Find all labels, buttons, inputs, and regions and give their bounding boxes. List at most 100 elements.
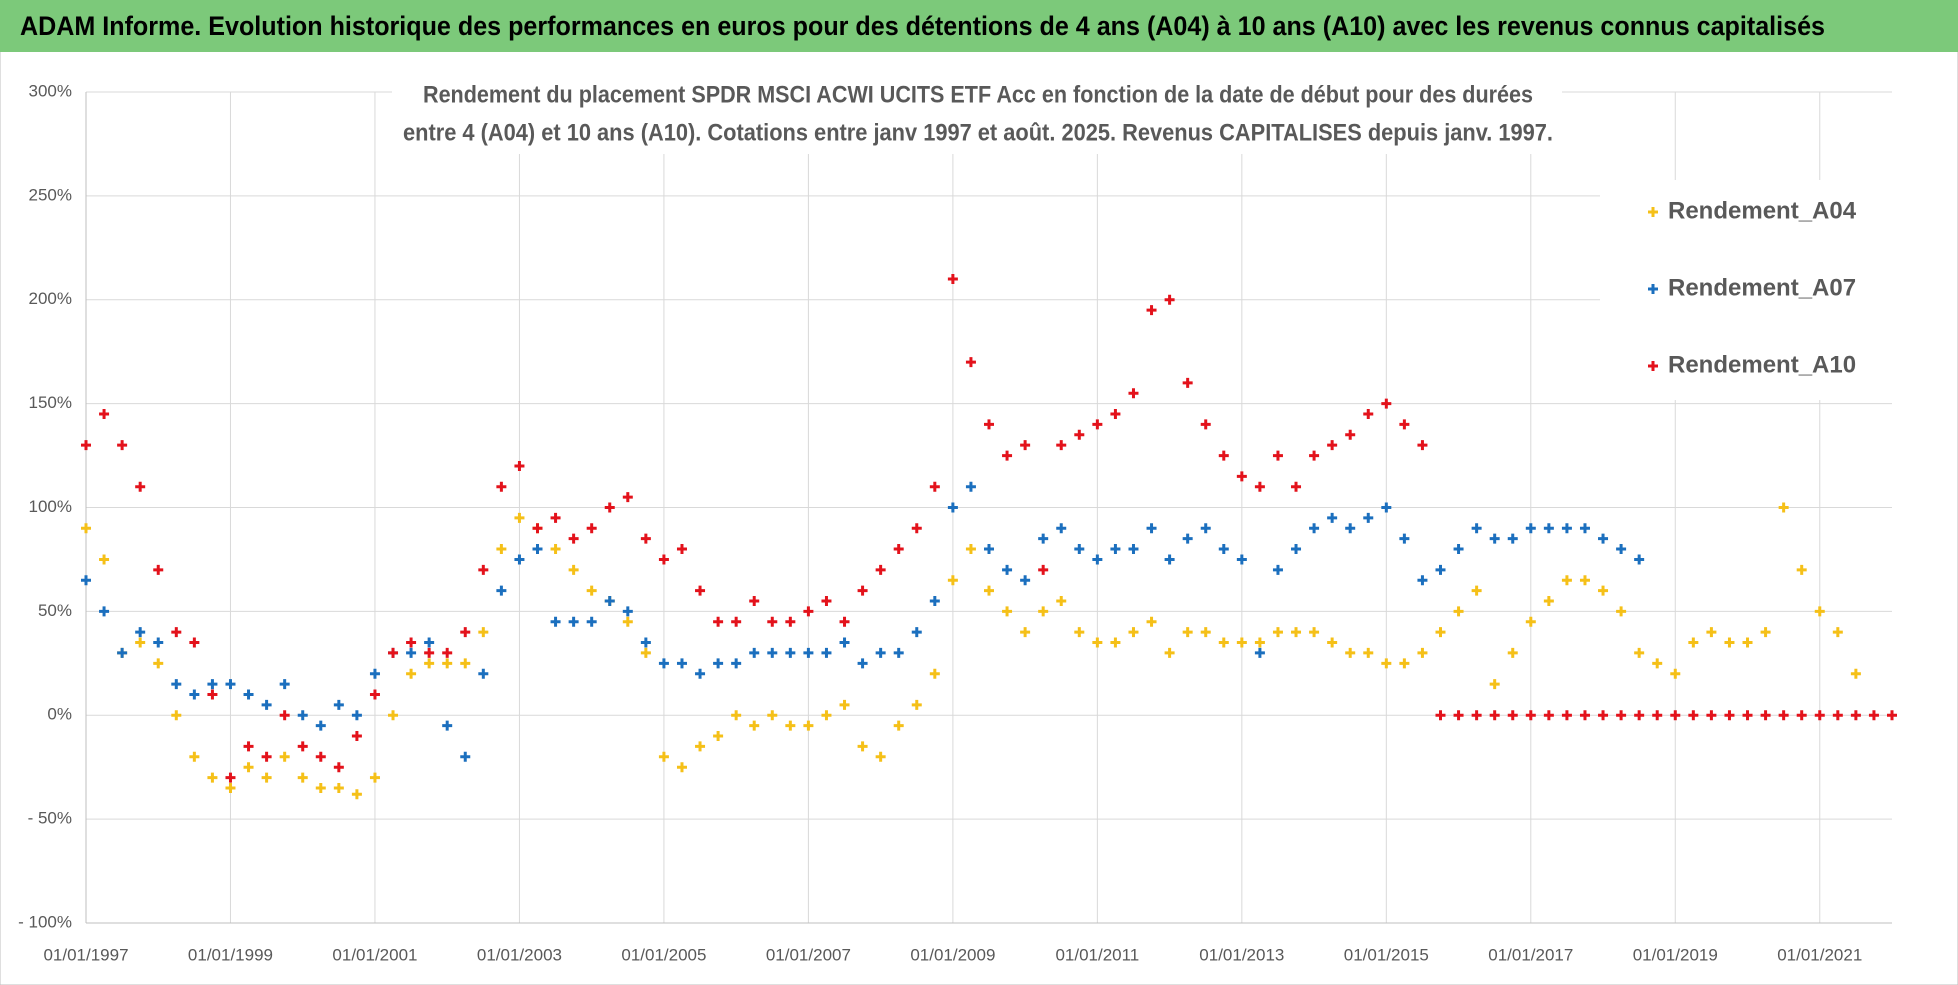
point bbox=[1652, 710, 1663, 721]
point bbox=[1724, 710, 1735, 721]
point bbox=[315, 720, 326, 731]
point bbox=[1652, 658, 1663, 669]
point bbox=[785, 647, 796, 658]
point bbox=[1760, 710, 1771, 721]
point bbox=[514, 512, 525, 523]
point bbox=[1020, 575, 1031, 586]
point bbox=[153, 637, 164, 648]
point bbox=[568, 616, 579, 627]
point bbox=[225, 772, 236, 783]
point bbox=[1218, 450, 1229, 461]
point bbox=[514, 460, 525, 471]
point bbox=[117, 647, 128, 658]
point bbox=[1814, 710, 1825, 721]
point bbox=[1634, 710, 1645, 721]
point bbox=[1706, 627, 1717, 638]
x-tick-label: 01/01/2001 bbox=[332, 945, 417, 964]
point bbox=[911, 523, 922, 534]
point bbox=[532, 544, 543, 555]
point bbox=[388, 647, 399, 658]
point bbox=[81, 523, 91, 534]
point bbox=[406, 637, 417, 648]
legend-marker bbox=[1648, 361, 1658, 371]
point bbox=[984, 544, 994, 555]
point bbox=[1417, 575, 1428, 586]
point bbox=[1778, 710, 1789, 721]
point bbox=[803, 720, 814, 731]
point bbox=[279, 710, 290, 721]
point bbox=[1525, 523, 1536, 534]
point bbox=[803, 647, 814, 658]
point bbox=[496, 544, 507, 555]
point bbox=[297, 710, 308, 721]
point bbox=[460, 658, 471, 669]
point bbox=[1832, 627, 1843, 638]
point bbox=[1471, 710, 1482, 721]
legend-label: Rendement_A04 bbox=[1668, 197, 1857, 224]
x-tick-label: 01/01/2007 bbox=[766, 945, 851, 964]
point bbox=[1002, 450, 1013, 461]
point bbox=[1778, 502, 1789, 513]
point bbox=[1272, 564, 1283, 575]
point bbox=[189, 637, 200, 648]
point bbox=[1561, 710, 1572, 721]
point bbox=[658, 658, 669, 669]
point bbox=[821, 595, 832, 606]
point bbox=[1850, 710, 1861, 721]
point bbox=[1688, 710, 1699, 721]
point bbox=[947, 273, 958, 284]
point bbox=[695, 668, 706, 679]
point bbox=[424, 647, 435, 658]
point bbox=[1020, 440, 1031, 451]
point bbox=[785, 616, 796, 627]
point bbox=[676, 544, 687, 555]
point bbox=[333, 762, 344, 773]
point bbox=[658, 751, 669, 762]
point bbox=[189, 751, 200, 762]
point bbox=[1616, 710, 1627, 721]
point bbox=[1309, 523, 1320, 534]
point bbox=[911, 627, 922, 638]
x-tick-label: 01/01/2021 bbox=[1777, 945, 1862, 964]
point bbox=[731, 616, 742, 627]
legend-label: Rendement_A07 bbox=[1668, 274, 1856, 301]
point bbox=[1453, 544, 1464, 555]
point bbox=[893, 720, 904, 731]
point bbox=[640, 637, 651, 648]
point bbox=[207, 689, 218, 700]
point bbox=[929, 595, 940, 606]
point bbox=[261, 699, 272, 710]
point bbox=[965, 357, 976, 368]
x-tick-label: 01/01/2009 bbox=[910, 945, 995, 964]
point bbox=[1110, 409, 1121, 420]
point bbox=[189, 689, 200, 700]
point bbox=[1146, 305, 1157, 316]
point bbox=[550, 512, 561, 523]
point bbox=[1525, 710, 1536, 721]
point bbox=[1254, 481, 1265, 492]
point bbox=[803, 606, 814, 617]
point bbox=[1056, 523, 1067, 534]
point bbox=[857, 585, 868, 596]
point bbox=[767, 647, 778, 658]
point bbox=[1832, 710, 1843, 721]
legend-marker bbox=[1648, 284, 1658, 294]
y-tick-label: 200% bbox=[29, 289, 72, 308]
point bbox=[749, 720, 760, 731]
point bbox=[947, 502, 958, 513]
x-tick-label: 01/01/2003 bbox=[477, 945, 562, 964]
point bbox=[1182, 533, 1193, 544]
point bbox=[911, 699, 922, 710]
point bbox=[460, 751, 471, 762]
point bbox=[1164, 554, 1175, 565]
point bbox=[1128, 627, 1139, 638]
point bbox=[478, 564, 489, 575]
point bbox=[821, 710, 832, 721]
point bbox=[568, 564, 579, 575]
point bbox=[1038, 533, 1049, 544]
point bbox=[478, 668, 489, 679]
point bbox=[1002, 564, 1013, 575]
point bbox=[207, 772, 218, 783]
point bbox=[676, 762, 687, 773]
point bbox=[586, 616, 597, 627]
